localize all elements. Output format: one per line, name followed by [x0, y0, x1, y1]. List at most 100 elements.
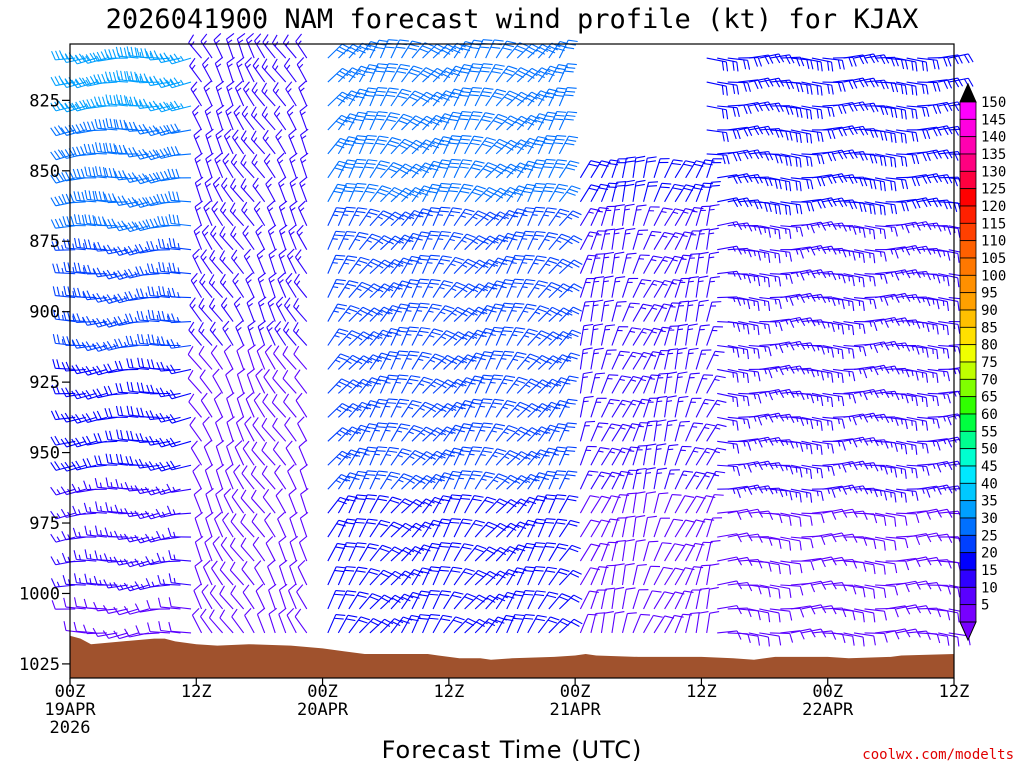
barb-feather — [212, 536, 220, 544]
barb-feather — [156, 552, 162, 563]
barb-half-feather — [212, 232, 217, 238]
barb-feather — [87, 143, 92, 154]
barb-shaft — [150, 464, 171, 471]
barb-feather — [220, 536, 228, 546]
barb-feather — [52, 263, 56, 273]
barb-feather — [460, 473, 470, 476]
barb-feather — [127, 222, 135, 231]
wind-barb — [94, 477, 118, 490]
wind-barb — [165, 437, 192, 448]
barb-feather — [229, 202, 236, 212]
barb-feather — [71, 124, 78, 134]
barb-half-feather — [211, 304, 216, 310]
barb-feather — [170, 124, 176, 134]
barb-half-feather — [78, 577, 81, 584]
barb-feather — [85, 76, 92, 86]
barb-half-feather — [196, 183, 202, 188]
barb-shaft — [215, 422, 224, 442]
barb-feather — [145, 197, 151, 207]
barb-shaft — [229, 210, 245, 227]
barb-feather — [51, 600, 56, 610]
barb-feather — [189, 417, 196, 426]
barb-shaft — [128, 129, 149, 132]
barb-feather — [127, 245, 134, 255]
barb-half-feather — [78, 554, 81, 560]
barb-feather — [54, 76, 60, 86]
barb-shaft — [129, 560, 150, 568]
barb-shaft — [149, 249, 170, 251]
barb-feather — [146, 241, 151, 251]
barb-half-feather — [151, 581, 155, 587]
barb-feather — [451, 518, 461, 521]
barb-shaft — [97, 127, 118, 131]
barb-feather — [245, 392, 254, 400]
barb-feather — [83, 624, 88, 634]
wind-barb — [165, 77, 192, 89]
barb-shaft — [128, 321, 149, 324]
barb-feather — [134, 47, 138, 57]
barb-shaft — [245, 279, 255, 298]
barb-half-feather — [215, 39, 220, 45]
barb-feather — [98, 455, 102, 465]
barb-shaft — [150, 440, 171, 446]
barb-shaft — [171, 57, 192, 65]
barb-feather — [166, 461, 173, 471]
wind-barb — [223, 128, 234, 155]
barb-feather — [117, 293, 124, 303]
barb-feather — [223, 344, 232, 352]
barb-feather — [168, 262, 172, 272]
barb-feather — [140, 48, 144, 58]
barb-half-feather — [532, 238, 539, 241]
barb-feather — [76, 168, 81, 179]
wind-barb — [103, 385, 128, 396]
barb-feather — [162, 286, 166, 296]
barb-feather — [86, 315, 92, 325]
barb-half-feather — [72, 243, 75, 249]
barb-shaft — [210, 352, 224, 370]
barb-half-feather — [217, 87, 223, 92]
wind-barb — [226, 392, 235, 418]
wind-barb — [204, 535, 213, 562]
barb-feather — [93, 216, 98, 226]
barb-feather — [96, 317, 103, 327]
barb-shaft — [150, 225, 171, 229]
barb-feather — [148, 101, 155, 111]
wind-barb — [219, 226, 234, 251]
barb-feather — [100, 51, 106, 61]
barb-half-feather — [342, 214, 349, 216]
barb-half-feather — [176, 342, 180, 348]
barb-feather — [124, 628, 130, 638]
barb-shaft — [86, 152, 107, 155]
wind-barb — [124, 481, 149, 492]
barb-shaft — [55, 318, 76, 323]
barb-feather — [81, 342, 88, 351]
barb-feather — [165, 415, 173, 424]
barb-shaft — [235, 422, 245, 442]
barb-half-feather — [406, 310, 412, 312]
barb-feather — [199, 273, 206, 283]
barb-feather — [544, 521, 555, 524]
barb-feather — [126, 358, 130, 368]
wind-barb — [241, 465, 255, 490]
wind-barb — [71, 389, 97, 400]
barb-feather — [502, 330, 512, 333]
barb-shaft — [193, 135, 203, 155]
barb-shaft — [77, 57, 97, 65]
barb-half-feather — [173, 577, 176, 584]
barb-feather — [168, 191, 172, 201]
barb-feather — [493, 350, 504, 353]
barb-half-feather — [177, 292, 180, 298]
wind-barb — [135, 266, 160, 276]
barb-feather — [546, 518, 556, 521]
barb-feather — [77, 191, 81, 201]
barb-feather — [78, 53, 86, 62]
barb-half-feather — [85, 55, 90, 61]
wind-barb — [215, 104, 225, 131]
wind-barb — [134, 581, 160, 591]
barb-feather — [201, 584, 209, 593]
barb-shaft — [199, 377, 213, 394]
barb-feather — [494, 39, 504, 42]
barb-feather — [167, 527, 172, 538]
barb-feather — [120, 70, 124, 81]
